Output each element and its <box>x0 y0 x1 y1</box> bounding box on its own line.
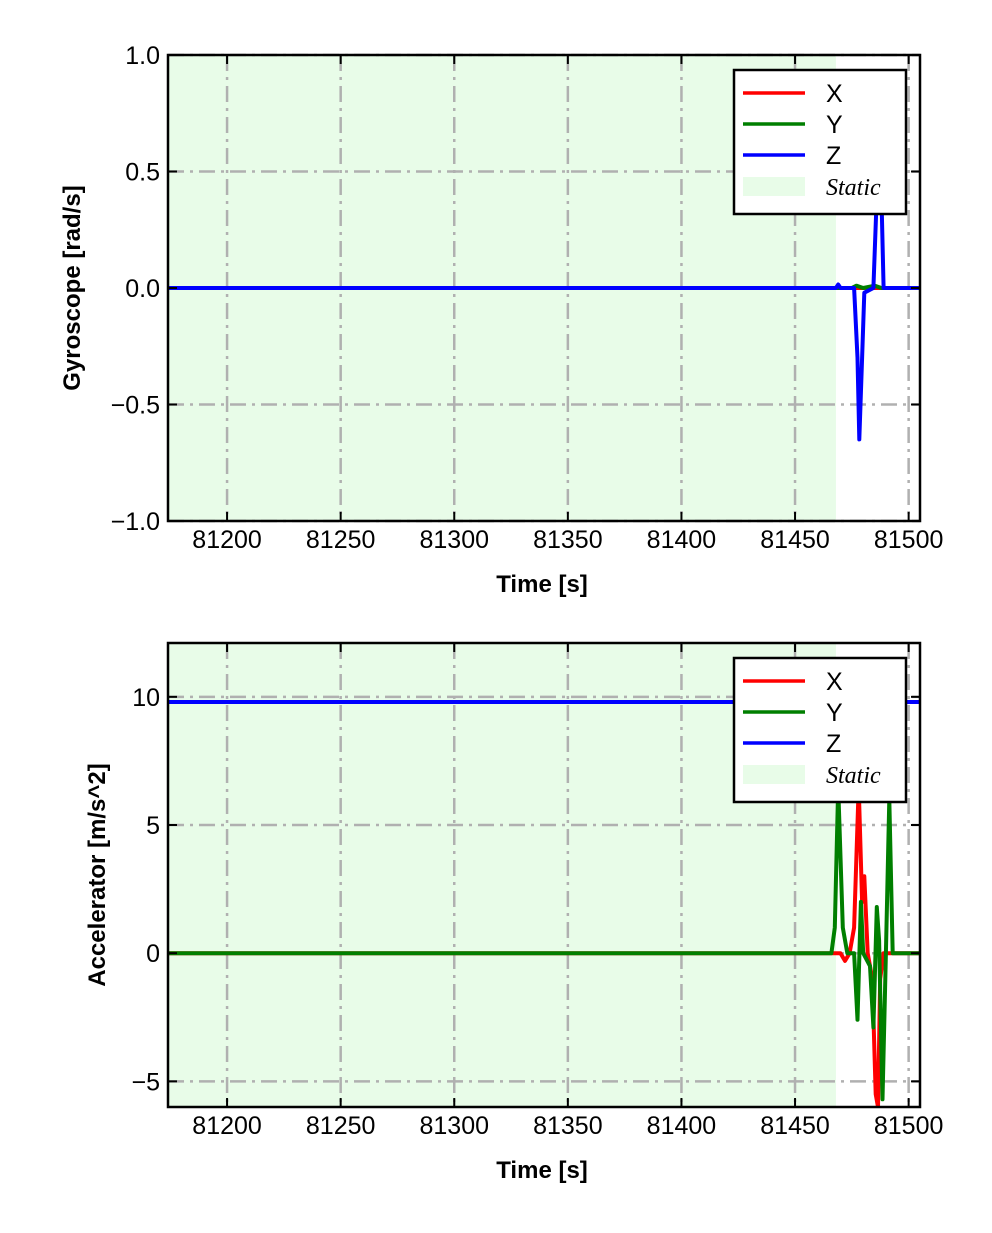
legend-label-z: Z <box>826 730 841 758</box>
y-tick-label: −1.0 <box>111 508 160 536</box>
y-tick-label: −0.5 <box>111 392 160 420</box>
y-tick-label: −5 <box>131 1068 160 1096</box>
x-tick-label: 81500 <box>874 1112 944 1140</box>
y-tick-label: 10 <box>132 684 160 712</box>
legend-label-y: Y <box>826 111 843 139</box>
y-tick-label: 0.5 <box>125 159 160 187</box>
legend-swatch-static <box>743 177 805 196</box>
static-span <box>168 643 836 1107</box>
x-axis-label: Time [s] <box>496 1157 588 1184</box>
y-axis-label: Accelerator [m/s^2] <box>84 763 111 986</box>
y-tick-label: 1.0 <box>125 42 160 70</box>
y-axis-label: Gyroscope [rad/s] <box>59 185 86 390</box>
x-tick-label: 81450 <box>760 526 830 554</box>
legend-label-static: Static <box>826 175 881 201</box>
x-tick-label: 81500 <box>874 526 944 554</box>
x-tick-label: 81250 <box>306 1112 376 1140</box>
chart-1: 81200 81250 81300 81350 81400 81450 81500 10 5 0 −… <box>84 641 944 1184</box>
chart-0: 81200 81250 81300 81350 81400 81450 81500 1.0 0.… <box>59 42 943 598</box>
y-tick-label: 0 <box>146 940 160 968</box>
x-tick-label: 81250 <box>306 526 376 554</box>
x-tick-label: 81400 <box>647 1112 717 1140</box>
legend-label-x: X <box>826 80 843 108</box>
axes-frame <box>166 641 922 1109</box>
y-tick-label: 0.0 <box>125 275 160 303</box>
x-tick-label: 81200 <box>192 526 262 554</box>
x-axis-label: Time [s] <box>496 571 588 598</box>
x-tick-label: 81350 <box>533 1112 603 1140</box>
x-tick-label: 81400 <box>647 526 717 554</box>
x-tick-label: 81450 <box>760 1112 830 1140</box>
legend: XYZ Static <box>732 68 908 216</box>
legend-label-x: X <box>826 668 843 696</box>
x-tick-label: 81300 <box>419 1112 489 1140</box>
y-tick-label: 5 <box>146 812 160 840</box>
legend: XYZ Static <box>732 656 908 804</box>
x-tick-label: 81350 <box>533 526 603 554</box>
legend-label-y: Y <box>826 699 843 727</box>
legend-label-z: Z <box>826 142 841 170</box>
x-tick-label: 81200 <box>192 1112 262 1140</box>
x-tick-label: 81300 <box>419 526 489 554</box>
legend-swatch-static <box>743 765 805 784</box>
legend-label-static: Static <box>826 763 881 789</box>
